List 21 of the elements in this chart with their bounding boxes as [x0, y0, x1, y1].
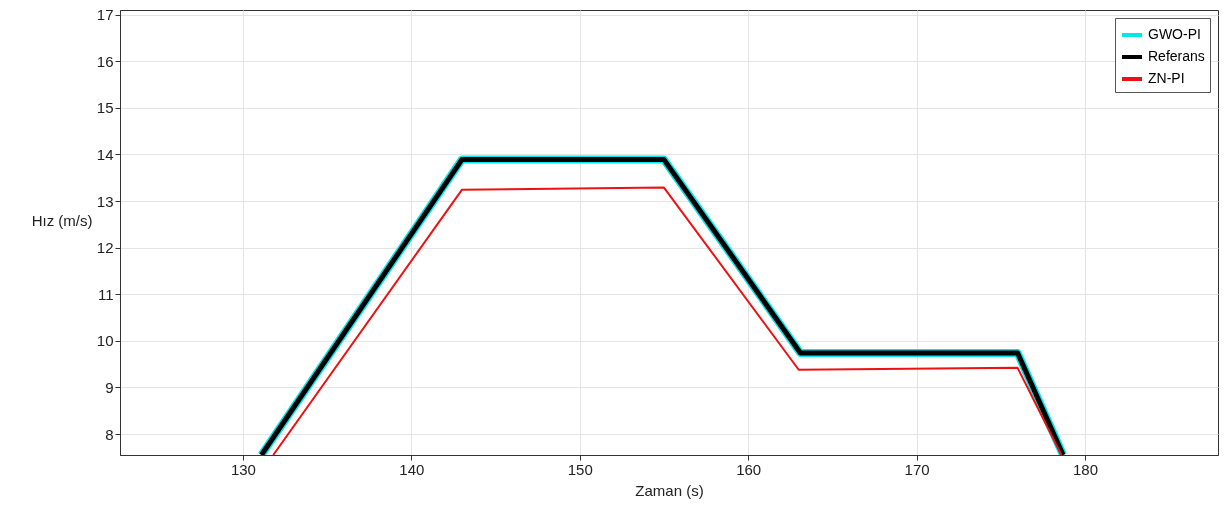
y-tick-label: 17 [96, 6, 114, 24]
legend-label: GWO-PI [1148, 26, 1201, 42]
y-tick-label: 13 [96, 192, 114, 210]
x-tick-label: 130 [230, 460, 256, 478]
legend-label: Referans [1148, 48, 1205, 64]
x-tick-label: 180 [1072, 460, 1098, 478]
y-tick-label: 12 [96, 239, 114, 257]
y-tick-label: 14 [96, 145, 114, 163]
y-tick-label: 16 [96, 52, 114, 70]
x-tick-label: 150 [567, 460, 593, 478]
y-tick-label: 15 [96, 99, 114, 117]
x-tick-label: 160 [736, 460, 762, 478]
y-tick-label: 8 [105, 425, 114, 443]
y-tick-label: 11 [97, 285, 114, 303]
y-tick-label: 9 [105, 378, 114, 396]
legend-label: ZN-PI [1148, 70, 1185, 86]
x-tick-label: 170 [904, 460, 930, 478]
x-tick-label: 140 [399, 460, 425, 478]
x-axis-title: Zaman (s) [635, 481, 704, 499]
y-axis-title: Hız (m/s) [31, 211, 93, 229]
y-tick-label: 10 [96, 332, 114, 350]
